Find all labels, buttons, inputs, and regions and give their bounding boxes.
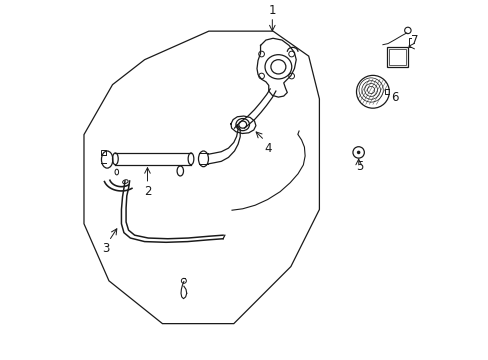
Text: 7: 7 — [410, 34, 418, 47]
Circle shape — [356, 150, 360, 154]
Bar — [388, 49, 405, 65]
Text: 5: 5 — [355, 160, 362, 173]
Text: 6: 6 — [391, 91, 398, 104]
Bar — [101, 149, 106, 155]
Text: 2: 2 — [143, 185, 151, 198]
Text: 1: 1 — [268, 4, 276, 17]
Text: 4: 4 — [264, 142, 271, 155]
Text: 3: 3 — [102, 242, 110, 255]
Bar — [386, 47, 407, 67]
